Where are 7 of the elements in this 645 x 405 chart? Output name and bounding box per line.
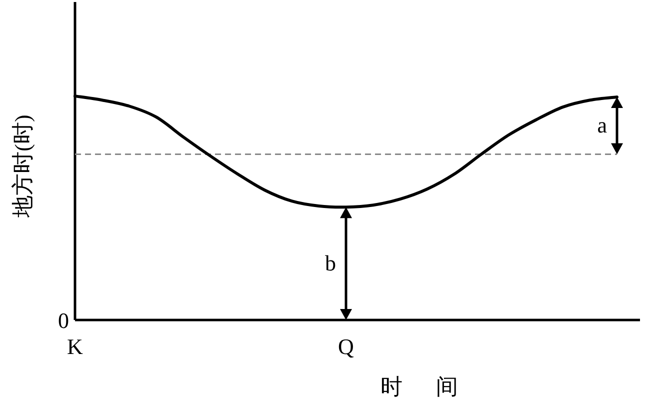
annotation: b [325, 250, 336, 276]
x-tick-label: Q [338, 334, 354, 359]
annotation: a [597, 112, 608, 138]
y-axis-title: 地方时(时) [10, 114, 35, 218]
x-tick-label: K [67, 334, 84, 359]
x-axis-title: 时 间 [380, 374, 472, 399]
text: 0 [58, 308, 69, 333]
